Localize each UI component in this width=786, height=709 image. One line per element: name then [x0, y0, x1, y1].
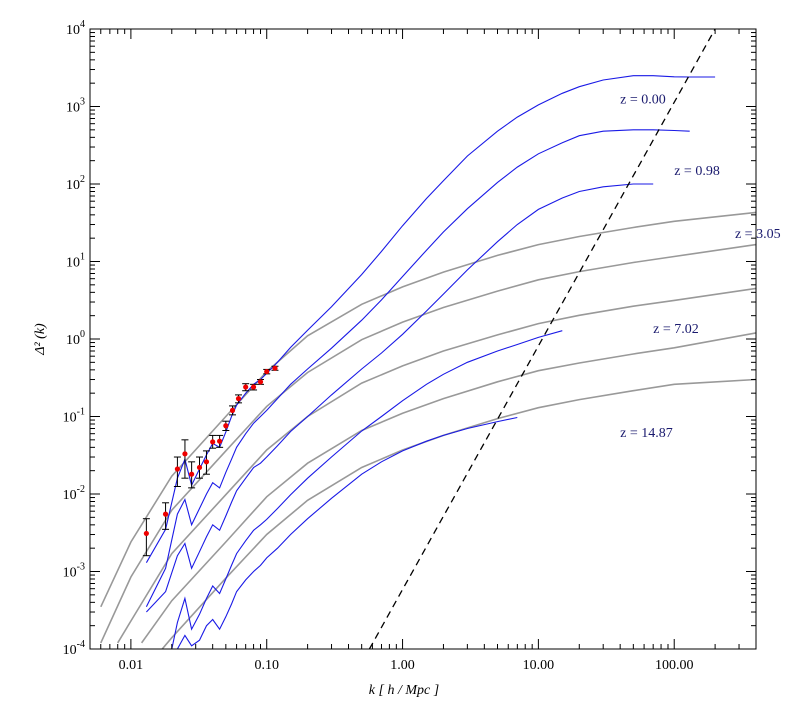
data-point-1 — [162, 511, 169, 517]
data-point-16 — [272, 365, 278, 371]
linear-curve-1 — [100, 243, 756, 644]
linear-curve-0 — [100, 211, 756, 608]
data-point-11 — [235, 396, 242, 402]
simulation-curve-3 — [171, 330, 563, 649]
data-point-6 — [203, 459, 210, 465]
axes: 0.01 0.10 1.00 10.00 100.00 10-4 10-3 10-2 10-1 1… — [63, 19, 757, 673]
simulation-curve-2 — [145, 183, 654, 613]
redshift-label-3: z = 7.02 — [653, 322, 699, 337]
y-tick-label-0: 10-4 — [63, 639, 85, 658]
plot-frame — [89, 28, 757, 650]
linear-curve-2 — [117, 287, 756, 644]
series-labels: z = 0.00 z = 0.98 z = 3.05 z = 7.02 z = 14.8… — [620, 92, 780, 441]
simulation-curve-4 — [176, 416, 518, 649]
data-point-14 — [257, 379, 264, 385]
x-axis-label: k [ h / Mpc ] — [369, 683, 439, 698]
redshift-label-0: z = 0.00 — [620, 92, 666, 107]
simulation-curve-1 — [145, 129, 690, 608]
y-tick-label-6: 102 — [66, 174, 85, 193]
y-tick-label-2: 10-2 — [63, 484, 85, 503]
y-tick-label-8: 104 — [66, 19, 85, 38]
nonlinear-scale-line — [368, 29, 716, 649]
data-point-7 — [210, 439, 216, 445]
linear-curve-3 — [140, 332, 756, 644]
redshift-label-2: z = 3.05 — [735, 227, 781, 242]
y-tick-label-3: 10-1 — [63, 407, 85, 426]
x-tick-label-3: 10.00 — [523, 658, 555, 673]
redshift-label-1: z = 0.98 — [674, 164, 720, 179]
data-point-0 — [143, 530, 149, 537]
data-point-10 — [229, 407, 236, 413]
simulation-curve-0 — [145, 75, 716, 563]
redshift-label-4: z = 14.87 — [620, 426, 673, 441]
data-point-2 — [174, 466, 181, 472]
y-tick-label-5: 101 — [66, 252, 85, 271]
y-tick-label-7: 103 — [66, 97, 85, 116]
data-point-9 — [223, 423, 229, 429]
data-point-4 — [189, 471, 195, 477]
x-tick-label-0: 0.01 — [119, 658, 144, 673]
data-point-13 — [250, 384, 257, 390]
y-tick-label-4: 100 — [66, 329, 85, 348]
data-point-5 — [196, 464, 203, 471]
x-tick-label-4: 100.00 — [655, 658, 694, 673]
data-point-8 — [217, 438, 223, 444]
data-point-15 — [264, 368, 270, 375]
data-point-3 — [182, 451, 188, 457]
y-axis-label: Δ² (k) — [33, 323, 48, 356]
data-point-12 — [243, 384, 249, 390]
x-tick-label-1: 0.10 — [254, 658, 279, 673]
x-tick-label-2: 1.00 — [390, 658, 415, 673]
y-tick-label-1: 10-3 — [63, 562, 85, 581]
plot-area — [100, 29, 756, 649]
